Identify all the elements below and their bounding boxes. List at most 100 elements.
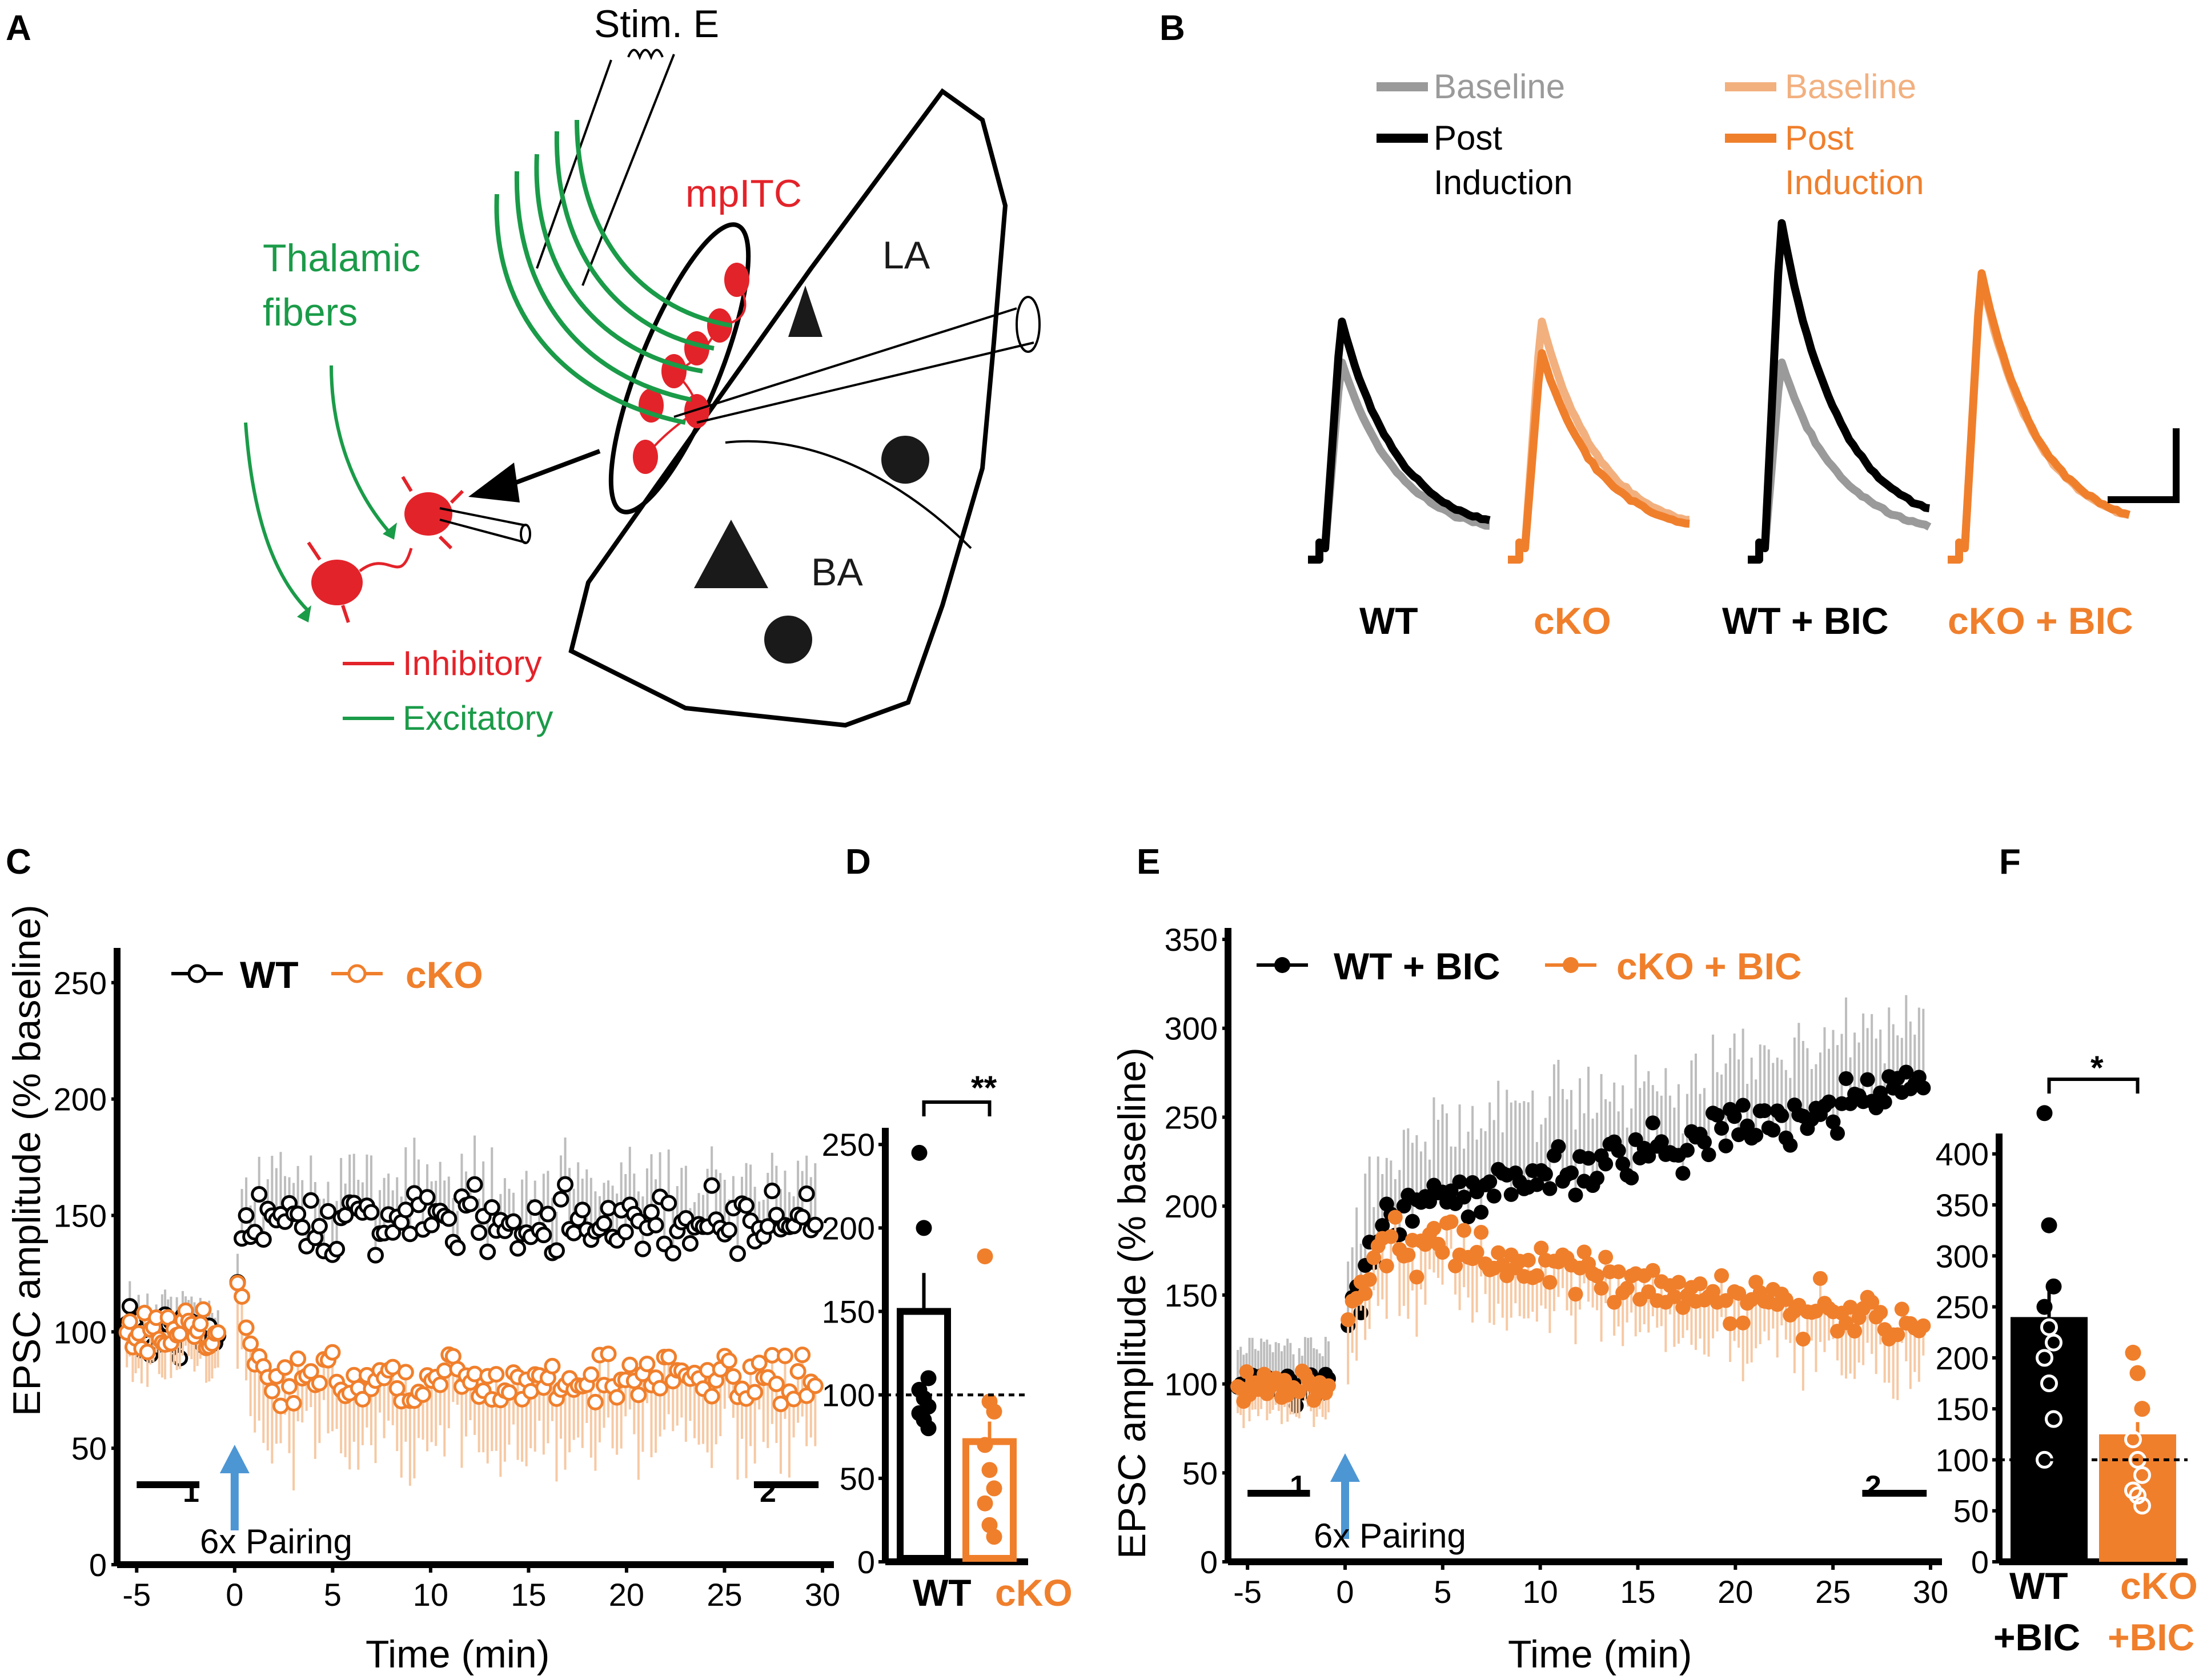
- data-point: [1830, 1126, 1845, 1141]
- e-legend-wt-bic: WT + BIC: [1334, 945, 1500, 987]
- data-point: [1667, 1289, 1682, 1304]
- data-point: [1362, 1272, 1377, 1287]
- x-tick-label: 20: [609, 1577, 644, 1613]
- e-legend-cko-bic: cKO + BIC: [1616, 945, 1802, 987]
- data-point: [587, 1393, 604, 1410]
- x-tick-label: 0: [226, 1577, 243, 1613]
- y-tick-label: 0: [1200, 1544, 1218, 1580]
- data-point: [363, 1204, 380, 1221]
- bar-point: [986, 1529, 1002, 1545]
- data-point: [483, 1199, 500, 1216]
- significance-bracket: [922, 1100, 992, 1116]
- y-tick-label: 150: [1936, 1391, 1989, 1427]
- data-point: [1379, 1258, 1394, 1273]
- data-point: [681, 1235, 699, 1252]
- data-point: [1654, 1134, 1669, 1150]
- y-tick-label: 50: [1182, 1455, 1218, 1491]
- panel-e: E 0 50 100 150 200 250 300 350 -5 0 5 10 15 20 25 30 EP…: [1110, 842, 1948, 1676]
- c-legend-cko: cKO: [406, 954, 483, 996]
- data-point: [1375, 1217, 1390, 1233]
- data-point: [1598, 1156, 1614, 1172]
- data-point: [776, 1347, 793, 1364]
- bar-point: [920, 1370, 937, 1386]
- legend-marker: [1563, 957, 1579, 973]
- data-point: [1727, 1109, 1742, 1124]
- data-point: [764, 1183, 781, 1200]
- legend-cko-post-2: Induction: [1785, 163, 1924, 202]
- data-point: [229, 1275, 246, 1292]
- data-point: [1783, 1138, 1798, 1153]
- data-point: [238, 1319, 255, 1336]
- bar-point: [2036, 1105, 2053, 1122]
- data-point: [1714, 1120, 1730, 1136]
- data-point: [768, 1375, 785, 1392]
- legend-wt-post-1: Post: [1434, 119, 1502, 157]
- trace-label-cko-bic: cKO + BIC: [1948, 600, 2133, 642]
- data-point: [630, 1386, 647, 1404]
- data-point: [1529, 1268, 1544, 1283]
- legend-marker: [347, 964, 367, 983]
- data-point: [595, 1215, 612, 1232]
- inhibitory-legend-label: Inhibitory: [403, 644, 541, 682]
- data-point: [1774, 1108, 1789, 1123]
- data-point: [527, 1199, 544, 1216]
- data-point: [440, 1210, 458, 1227]
- data-point: [281, 1378, 298, 1395]
- data-point: [1692, 1276, 1708, 1292]
- bar-point: [2129, 1365, 2146, 1381]
- data-point: [1594, 1280, 1609, 1296]
- data-point: [1401, 1247, 1416, 1263]
- f-cat-wt-2: +BIC: [1993, 1616, 2080, 1658]
- x-tick-label: 25: [1815, 1574, 1851, 1610]
- legend-wt-baseline: Baseline: [1434, 67, 1565, 106]
- trace-label-wt: WT: [1359, 600, 1418, 642]
- bar-point: [2040, 1318, 2058, 1336]
- data-point: [238, 1207, 255, 1224]
- data-point: [1735, 1098, 1751, 1113]
- data-point: [121, 1298, 138, 1315]
- data-point: [785, 1390, 802, 1408]
- bar-point: [2133, 1466, 2151, 1484]
- epsc-traces: [1308, 219, 2131, 564]
- data-point: [1491, 1245, 1506, 1260]
- data-point: [1405, 1213, 1420, 1229]
- trace-2-post_peak: [1748, 219, 1930, 564]
- pipette-tip: [1016, 296, 1041, 353]
- data-point: [436, 1362, 453, 1379]
- data-point: [471, 1224, 488, 1241]
- data-point: [1482, 1174, 1498, 1189]
- scale-bar: [2108, 428, 2180, 503]
- data-point: [1529, 1177, 1544, 1192]
- data-point: [1812, 1271, 1828, 1286]
- data-point: [302, 1192, 319, 1209]
- chart-d: 0 50 100 150 200 250: [822, 1100, 1028, 1580]
- data-point: [544, 1357, 561, 1374]
- data-point: [729, 1245, 746, 1262]
- data-point: [1452, 1174, 1467, 1189]
- data-point: [192, 1315, 209, 1332]
- legend-marker: [1274, 957, 1290, 973]
- data-point: [1568, 1187, 1583, 1203]
- data-point: [1456, 1223, 1472, 1238]
- data-point: [1520, 1252, 1536, 1268]
- bar-point: [2036, 1349, 2053, 1367]
- data-point: [1486, 1188, 1502, 1204]
- stim-electrode-label: Stim. E: [594, 2, 719, 46]
- data-point: [1825, 1114, 1841, 1130]
- data-point: [806, 1216, 824, 1233]
- trace-label-wt-bic: WT + BIC: [1722, 600, 1889, 642]
- data-point: [1563, 1165, 1579, 1180]
- y-tick-label: 250: [54, 965, 107, 1001]
- panel-b: B Baseline Post Induction Baseline Post …: [1159, 9, 2180, 642]
- data-point: [768, 1207, 785, 1224]
- data-point: [1873, 1305, 1888, 1320]
- stim-coil-icon: [627, 49, 664, 61]
- data-point: [1735, 1315, 1751, 1331]
- x-tick-label: 15: [511, 1577, 546, 1613]
- x-tick-label: 20: [1718, 1574, 1753, 1610]
- y-tick-label: 350: [1165, 922, 1218, 958]
- data-point: [1619, 1280, 1635, 1296]
- bar-point: [977, 1495, 993, 1512]
- x-tick-label: 10: [1523, 1574, 1558, 1610]
